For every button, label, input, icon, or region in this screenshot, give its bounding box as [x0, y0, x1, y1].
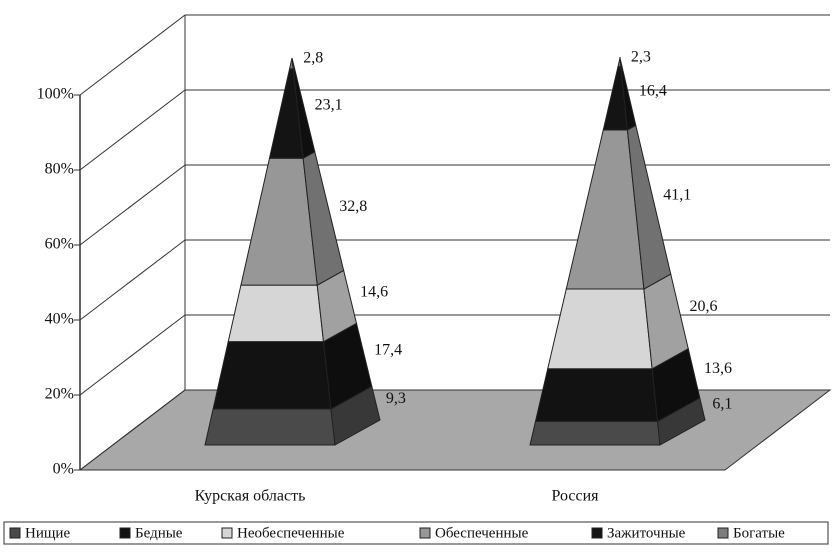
pyramid-segment-front	[547, 288, 653, 370]
y-tick-label: 0%	[53, 461, 74, 478]
data-label: 32,8	[339, 198, 367, 215]
legend-swatch	[221, 527, 233, 539]
data-label: 9,3	[386, 390, 406, 407]
legend-swatch	[717, 527, 729, 539]
y-tick-label: 60%	[45, 236, 74, 253]
legend-swatch	[419, 527, 431, 539]
data-label: 16,4	[639, 82, 667, 99]
pyramid-segment-side	[291, 57, 296, 70]
pyramid-segment-front	[204, 408, 336, 446]
grid-line	[79, 314, 186, 396]
legend-box	[3, 521, 829, 545]
pyramid-segment-front	[534, 368, 659, 422]
y-tick-label: 20%	[45, 386, 74, 403]
data-label: 20,6	[690, 298, 718, 315]
y-tick-label: 100%	[37, 86, 74, 103]
grid-line	[79, 239, 186, 321]
x-tick-label: Россия	[551, 488, 599, 505]
data-label: 13,6	[704, 360, 732, 377]
legend-label: Необеспеченные	[237, 525, 345, 541]
legend-swatch	[9, 527, 21, 539]
grid-line	[79, 89, 186, 171]
data-label: 41,1	[663, 186, 691, 203]
legend-label: Зажиточные	[607, 525, 686, 541]
legend-label: Бедные	[135, 525, 183, 541]
data-label: 14,6	[360, 284, 388, 301]
legend-label: Богатые	[733, 525, 785, 541]
data-label: 6,1	[712, 396, 732, 413]
legend-swatch	[591, 527, 603, 539]
legend-label: Нищие	[25, 525, 70, 541]
grid-line	[79, 14, 186, 96]
data-label: 17,4	[374, 342, 402, 359]
legend-label: Обеспеченные	[435, 525, 529, 541]
data-label: 2,8	[303, 50, 323, 67]
y-tick-label: 40%	[45, 311, 74, 328]
legend-swatch	[119, 527, 131, 539]
x-tick-label: Курская область	[195, 488, 306, 505]
grid-line	[79, 389, 186, 471]
pyramid-segment-front	[227, 284, 325, 343]
pyramid-segment-side	[619, 56, 623, 68]
grid-line	[79, 164, 186, 246]
data-label: 23,1	[315, 97, 343, 114]
pyramid-segment-front	[212, 341, 332, 410]
legend: Нищие Бедные Необеспеченные Обеспеченные Заж…	[9, 525, 785, 541]
y-tick-label: 80%	[45, 161, 74, 178]
data-label: 2,3	[631, 48, 651, 65]
pyramid-segment-front	[529, 420, 661, 446]
